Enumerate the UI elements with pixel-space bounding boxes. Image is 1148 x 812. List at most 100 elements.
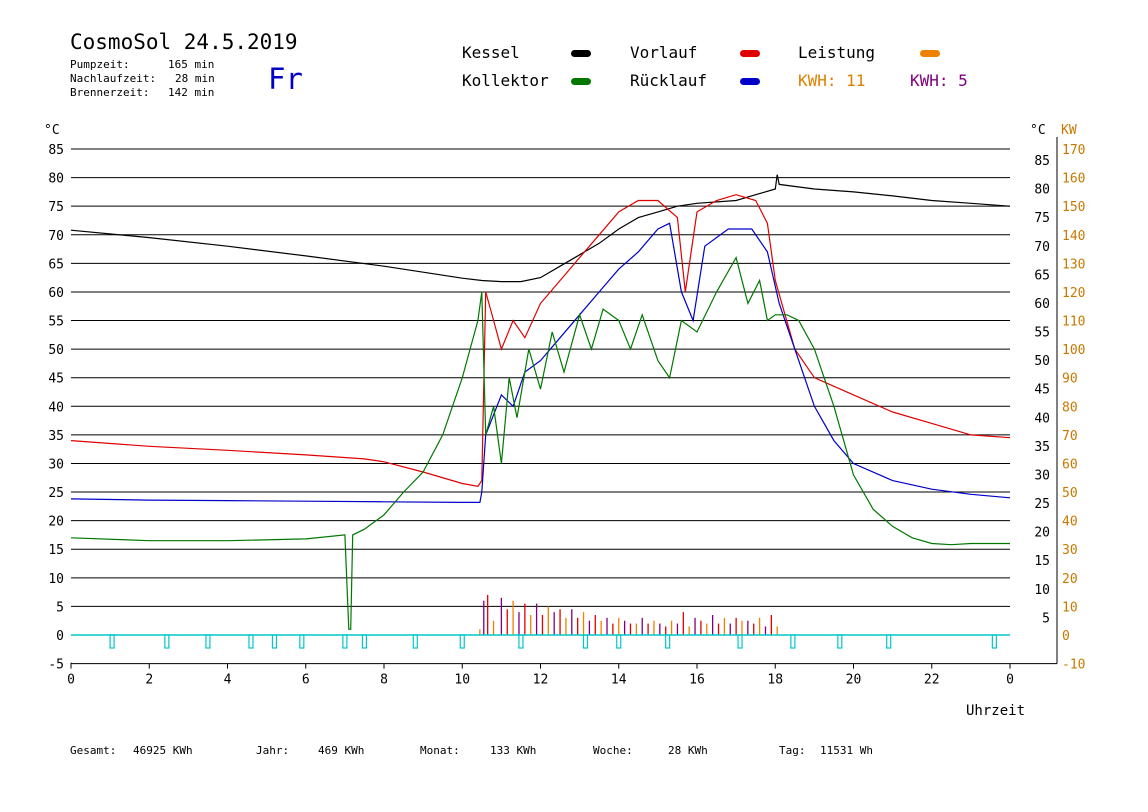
y-right-c-tick-label: 50 xyxy=(1034,354,1050,369)
stat-value-nachlaufzeit: 28 min xyxy=(175,72,215,85)
y-left-tick-label: -5 xyxy=(48,658,64,673)
y-left-tick-label: 5 xyxy=(56,600,64,615)
left-unit-label: °C xyxy=(44,123,60,138)
y-right-kw-tick-label: 100 xyxy=(1062,343,1085,358)
y-left-tick-label: 15 xyxy=(48,543,64,558)
stat-label-pumpzeit: Pumpzeit: xyxy=(70,58,130,71)
footer-monat-label: Monat: xyxy=(420,744,460,757)
y-left-tick-label: 85 xyxy=(48,143,64,158)
y-right-c-tick-label: 85 xyxy=(1034,154,1050,169)
footer-monat-value: 133 KWh xyxy=(490,744,537,757)
pump-marker xyxy=(205,634,211,649)
y-right-c-tick-label: 20 xyxy=(1034,526,1050,541)
pump-marker xyxy=(886,634,892,649)
x-tick-label: 16 xyxy=(689,673,705,688)
pump-marker xyxy=(582,634,589,649)
y-right-kw-tick-label: 10 xyxy=(1062,600,1078,615)
footer-tag-value: 11531 Wh xyxy=(820,744,873,757)
y-right-c-tick-label: 80 xyxy=(1034,183,1050,198)
y-left-tick-label: 30 xyxy=(48,457,64,472)
pump-marker xyxy=(616,634,622,649)
y-right-c-tick-label: 65 xyxy=(1034,268,1050,283)
pump-marker xyxy=(737,634,743,649)
pump-marker xyxy=(299,634,305,649)
y-right-c-tick-label: 55 xyxy=(1034,326,1050,341)
y-right-kw-tick-label: 130 xyxy=(1062,257,1085,272)
axis-labels: 0 2 4 6 8 10 12 14 16 18 20 22 085807570656055504540… xyxy=(44,123,1085,719)
y-left-tick-label: 35 xyxy=(48,429,64,444)
pump-marker xyxy=(109,634,115,649)
stat-label-brennerzeit: Brennerzeit: xyxy=(70,86,150,99)
pump-marker xyxy=(459,634,465,649)
series-line-kollektor xyxy=(70,256,1010,630)
pump-marker xyxy=(361,634,368,649)
legend-kwh-leistung: KWH: 11 xyxy=(798,71,866,90)
y-left-tick-label: 60 xyxy=(48,286,64,301)
series-line-vorlauf xyxy=(70,194,1011,487)
y-left-tick-label: 25 xyxy=(48,486,64,501)
legend-kessel: Kessel xyxy=(462,43,520,62)
legend-kollektor: Kollektor xyxy=(462,71,549,90)
pump-marker xyxy=(342,634,348,649)
pump-marker xyxy=(837,634,843,649)
y-right-kw-tick-label: 20 xyxy=(1062,572,1078,587)
pump-marker xyxy=(790,634,796,649)
x-tick-label: 10 xyxy=(454,673,470,688)
y-right-c-tick-label: 30 xyxy=(1034,468,1050,483)
y-right-kw-tick-label: 120 xyxy=(1062,286,1085,301)
legend-leistung: Leistung xyxy=(798,43,876,62)
x-tick-label: 8 xyxy=(380,673,388,688)
pump-marker xyxy=(518,634,524,649)
y-right-c-tick-label: 60 xyxy=(1034,297,1050,312)
y-right-c-tick-label: 25 xyxy=(1034,497,1050,512)
pump-marker xyxy=(412,634,418,649)
y-right-c-tick-label: 40 xyxy=(1034,411,1050,426)
x-tick-label: 22 xyxy=(924,673,940,688)
y-left-tick-label: 70 xyxy=(48,229,64,244)
x-tick-label: 2 xyxy=(145,673,153,688)
series-line-kessel xyxy=(70,174,1011,283)
pump-marker xyxy=(271,634,278,649)
legend-kessel-swatch xyxy=(571,50,591,57)
y-right-kw-tick-label: 140 xyxy=(1062,229,1085,244)
chart-title: CosmoSol 24.5.2019 xyxy=(70,30,298,54)
y-right-kw-tick-label: 80 xyxy=(1062,400,1078,415)
legend-vorlauf-swatch xyxy=(740,50,760,57)
x-tick-label: 0 xyxy=(1006,673,1014,688)
x-tick-label: 12 xyxy=(533,673,549,688)
legend-leistung-swatch xyxy=(920,50,940,57)
pump-marker xyxy=(248,634,254,649)
x-tick-label: 18 xyxy=(767,673,783,688)
y-right-c-tick-label: 5 xyxy=(1042,611,1050,626)
pump-marker xyxy=(164,634,170,649)
y-right-kw-tick-label: 70 xyxy=(1062,429,1078,444)
footer-jahr-label: Jahr: xyxy=(256,744,290,757)
leistung-bars xyxy=(479,594,778,635)
y-right-kw-tick-label: -10 xyxy=(1062,658,1085,673)
footer-jahr-value: 469 KWh xyxy=(318,744,365,757)
y-left-tick-label: 45 xyxy=(48,372,64,387)
y-left-tick-label: 55 xyxy=(48,315,64,330)
footer-woche-label: Woche: xyxy=(593,744,633,757)
pump-markers xyxy=(71,634,1010,649)
x-tick-label: 14 xyxy=(611,673,627,688)
footer-gesamt-value: 46925 KWh xyxy=(133,744,193,757)
legend-vorlauf: Vorlauf xyxy=(630,43,698,62)
legend-kollektor-swatch xyxy=(571,78,591,85)
y-left-tick-label: 40 xyxy=(48,400,64,415)
legend-kwh-purple: KWH: 5 xyxy=(910,71,968,90)
y-right-c-tick-label: 15 xyxy=(1034,554,1050,569)
pump-marker xyxy=(665,634,671,649)
y-right-kw-tick-label: 170 xyxy=(1062,143,1085,158)
right-unit-kw-label: KW xyxy=(1061,123,1077,138)
footer-tag-label: Tag: xyxy=(779,744,806,757)
x-tick-label: 0 xyxy=(67,673,75,688)
y-left-tick-label: 20 xyxy=(48,515,64,530)
footer-gesamt-label: Gesamt: xyxy=(70,744,117,757)
y-right-kw-tick-label: 0 xyxy=(1062,629,1070,644)
y-right-kw-tick-label: 150 xyxy=(1062,200,1085,215)
chart-gridlines xyxy=(71,148,1010,636)
chart-axes xyxy=(70,137,1058,669)
series-lines xyxy=(70,174,1011,630)
